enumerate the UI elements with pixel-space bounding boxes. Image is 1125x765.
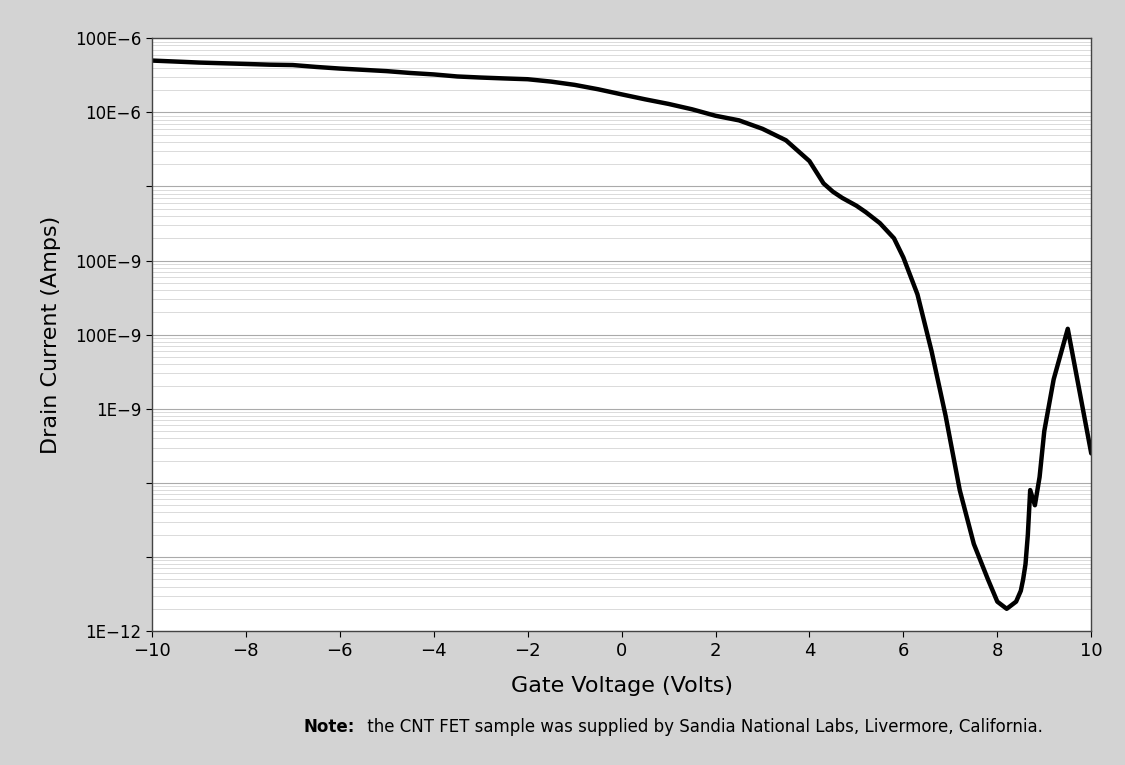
Y-axis label: Drain Current (Amps): Drain Current (Amps)	[42, 216, 61, 454]
Text: Note:: Note:	[304, 718, 356, 736]
Text: the CNT FET sample was supplied by Sandia National Labs, Livermore, California.: the CNT FET sample was supplied by Sandi…	[362, 718, 1043, 736]
X-axis label: Gate Voltage (Volts): Gate Voltage (Volts)	[511, 676, 732, 696]
